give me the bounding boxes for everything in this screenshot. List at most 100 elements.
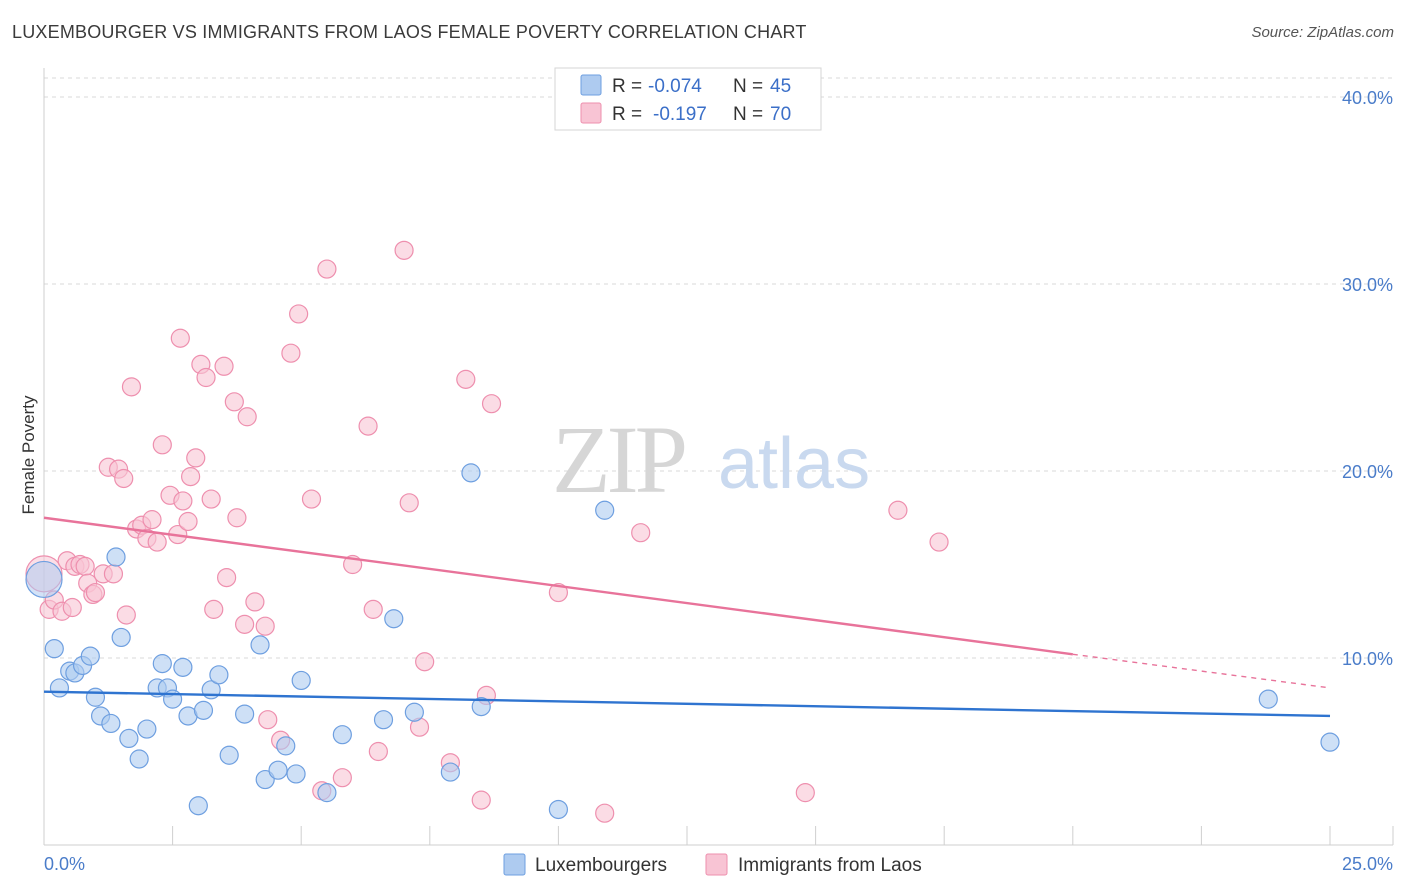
legend-n-value-1: 45 xyxy=(770,76,791,97)
luxembourger-point xyxy=(384,609,404,629)
laos-point xyxy=(332,768,352,788)
legend-n-label-2: N = xyxy=(733,104,763,125)
luxembourger-point xyxy=(276,736,296,756)
laos-point xyxy=(258,710,278,730)
laos-point xyxy=(289,304,309,324)
laos-point xyxy=(75,556,95,576)
laos-point xyxy=(204,599,224,619)
laos-point xyxy=(214,356,234,376)
bottom-legend-immigrants-from-laos: Immigrants from Laos xyxy=(738,855,922,876)
legend-n-label-1: N = xyxy=(733,76,763,97)
luxembourger-point xyxy=(255,769,275,790)
luxembourger-point xyxy=(25,560,63,599)
luxembourger-point xyxy=(317,783,337,803)
luxembourger-point xyxy=(404,702,424,722)
x-tick-min: 0.0% xyxy=(44,854,85,874)
laos-trend-extension xyxy=(1072,653,1331,689)
watermark-zip: ZIP xyxy=(552,406,685,513)
laos-point xyxy=(121,377,142,397)
laos-point xyxy=(217,567,237,588)
laos-point xyxy=(181,467,201,487)
luxembourger-point xyxy=(373,710,394,730)
laos-point xyxy=(394,240,414,260)
laos-trend-line xyxy=(43,516,1073,656)
luxembourger-point xyxy=(286,764,306,784)
laos-point xyxy=(85,582,106,603)
laos-point xyxy=(415,652,435,672)
y-tick-label: 20.0% xyxy=(1342,462,1393,482)
luxembourger-point xyxy=(106,547,126,567)
laos-point xyxy=(281,343,301,363)
bottom-legend-luxembourgers: Luxembourgers xyxy=(535,855,667,876)
laos-point xyxy=(237,407,257,427)
laos-point xyxy=(235,614,255,634)
laos-point xyxy=(471,790,491,810)
luxembourger-point xyxy=(193,700,214,720)
luxembourger-point xyxy=(129,749,149,769)
laos-point xyxy=(62,597,82,618)
laos-point xyxy=(196,367,216,388)
luxembourger-point xyxy=(235,704,255,724)
luxembourger-point xyxy=(471,697,491,717)
y-tick-labels: 10.0% 20.0% 30.0% 40.0% xyxy=(1342,88,1393,669)
chart-title: LUXEMBOURGER VS IMMIGRANTS FROM LAOS FEM… xyxy=(12,22,807,42)
luxembourger-point xyxy=(440,762,460,782)
laos-point xyxy=(358,416,378,436)
luxembourger-point xyxy=(1258,689,1278,709)
luxembourger-point xyxy=(173,657,193,677)
legend-r-label-2: R = xyxy=(612,104,642,125)
bottom-legend-swatch-blue xyxy=(503,853,526,876)
y-tick-label: 40.0% xyxy=(1342,88,1393,108)
laos-point xyxy=(795,783,815,803)
luxembourger-trend-line xyxy=(43,690,1331,718)
laos-point xyxy=(245,592,265,612)
laos-point xyxy=(147,532,167,552)
y-tick-label: 10.0% xyxy=(1342,649,1393,669)
laos-point xyxy=(363,599,383,619)
luxembourger-point xyxy=(595,500,615,520)
legend-r-value-2: -0.197 xyxy=(653,104,707,125)
laos-point xyxy=(201,489,221,509)
legend-r-value-1: -0.074 xyxy=(648,76,702,97)
correlation-legend: R = -0.074 N = 45 R = -0.197 N = 70 xyxy=(554,67,822,131)
laos-point xyxy=(888,500,908,520)
laos-point xyxy=(368,741,388,762)
y-tick-label: 30.0% xyxy=(1342,275,1393,295)
legend-swatch-blue xyxy=(580,74,602,96)
luxembourger-point xyxy=(101,713,121,734)
luxembourger-point xyxy=(291,670,311,691)
luxembourger-point xyxy=(188,796,208,816)
luxembourger-point xyxy=(119,728,139,749)
series-luxembourgers xyxy=(25,463,1340,820)
luxembourger-point xyxy=(268,760,288,780)
laos-point xyxy=(224,392,244,412)
y-axis-title: Female Poverty xyxy=(19,395,38,515)
luxembourger-point xyxy=(219,745,239,765)
laos-point xyxy=(255,616,275,636)
axes xyxy=(43,68,1394,846)
laos-point xyxy=(548,582,569,603)
luxembourger-point xyxy=(49,678,70,698)
laos-point xyxy=(631,523,651,543)
grid-lines xyxy=(44,77,1393,659)
luxembourger-point xyxy=(152,654,172,674)
luxembourger-point xyxy=(332,725,352,745)
legend-n-value-2: 70 xyxy=(770,104,791,125)
luxembourger-point xyxy=(209,665,229,685)
luxembourger-point xyxy=(44,639,64,659)
luxembourger-point xyxy=(85,687,106,707)
laos-point xyxy=(186,448,206,468)
laos-point xyxy=(929,532,949,552)
laos-point xyxy=(456,369,476,389)
x-tick-max: 25.0% xyxy=(1342,854,1393,874)
series-immigrants-from-laos xyxy=(25,240,949,823)
laos-point xyxy=(142,510,162,530)
luxembourger-point xyxy=(111,627,131,648)
laos-point xyxy=(317,259,337,279)
legend-swatch-pink xyxy=(580,102,602,124)
source-label: Source: ZipAtlas.com xyxy=(1251,24,1394,41)
laos-point xyxy=(301,489,322,509)
trend-lines xyxy=(43,516,1331,718)
legend-r-label-1: R = xyxy=(612,76,642,97)
